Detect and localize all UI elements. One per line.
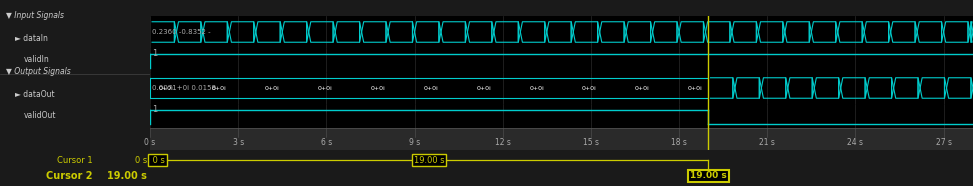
Text: ▼ Input Signals: ▼ Input Signals [6, 11, 64, 20]
Text: 24 s: 24 s [847, 138, 863, 147]
Text: 0.0071+0i 0.0158: 0.0071+0i 0.0158 [152, 85, 216, 91]
Text: ► dataOut: ► dataOut [15, 90, 54, 99]
Text: 0+0i: 0+0i [529, 86, 544, 91]
Text: 0 s: 0 s [134, 155, 147, 165]
Text: 0+0i: 0+0i [582, 86, 596, 91]
Text: 1: 1 [152, 49, 157, 59]
Text: 0+0i: 0+0i [265, 86, 279, 91]
Text: 18 s: 18 s [671, 138, 687, 147]
Text: 0+0i: 0+0i [371, 86, 385, 91]
Text: 12 s: 12 s [495, 138, 511, 147]
Text: 6 s: 6 s [321, 138, 332, 147]
Text: 0+0i: 0+0i [317, 86, 332, 91]
Text: Cursor 1: Cursor 1 [57, 155, 93, 165]
Text: 15 s: 15 s [583, 138, 599, 147]
Text: 0+0i: 0+0i [423, 86, 438, 91]
Text: 0+0i: 0+0i [635, 86, 650, 91]
Text: 0.2360 -0.8352 -: 0.2360 -0.8352 - [152, 29, 210, 35]
Text: Cursor 2: Cursor 2 [47, 171, 93, 181]
Text: 9 s: 9 s [409, 138, 420, 147]
Text: 19.00 s: 19.00 s [690, 171, 727, 180]
Text: 19.00 s: 19.00 s [107, 171, 147, 181]
Text: 0+0i: 0+0i [476, 86, 491, 91]
Text: 0+0i: 0+0i [159, 86, 173, 91]
Text: 0+0i: 0+0i [688, 86, 703, 91]
Text: 0 s: 0 s [150, 155, 164, 165]
Text: 1: 1 [152, 105, 157, 115]
Text: ► dataIn: ► dataIn [15, 34, 48, 43]
Text: validIn: validIn [24, 55, 50, 65]
Text: 27 s: 27 s [936, 138, 952, 147]
Text: 0 s: 0 s [144, 138, 156, 147]
Text: validOut: validOut [24, 111, 56, 121]
Text: 3 s: 3 s [233, 138, 244, 147]
Text: 19.00 s: 19.00 s [414, 155, 445, 165]
Text: ▼ Output Signals: ▼ Output Signals [6, 67, 71, 76]
Text: 0+0i: 0+0i [212, 86, 227, 91]
Text: 21 s: 21 s [759, 138, 775, 147]
